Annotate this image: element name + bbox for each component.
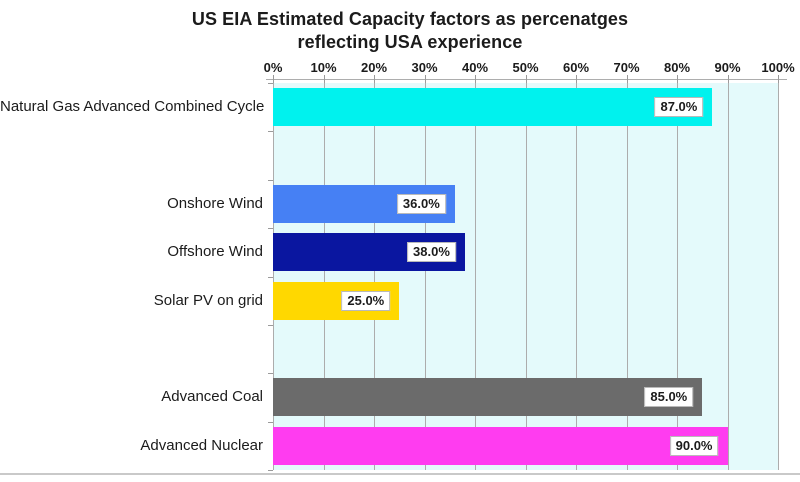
value-label-natural-gas-advanced-combined-cycle: 87.0% [654,97,704,118]
x-tick-label-100: 100% [761,60,795,75]
plot-area [273,83,779,470]
chart-title-line2: reflecting USA experience [297,32,523,52]
x-tick-label-50: 50% [512,60,539,75]
gridline-70 [627,83,628,470]
gridline-90 [728,83,729,470]
y-tick-mark [268,228,273,230]
gridline-80 [677,83,678,470]
x-tick-mark [424,75,426,84]
x-tick-mark [778,75,779,84]
x-tick-mark [626,75,628,84]
x-tick-label-80: 80% [663,60,691,75]
x-tick-mark [374,75,375,84]
x-tick-mark [576,75,577,84]
gridline-0 [273,83,274,470]
bar-advanced-coal [273,378,703,417]
x-tick-mark [727,75,729,84]
value-label-offshore-wind: 38.0% [407,242,456,263]
gridline-40 [475,83,476,470]
x-tick-label-90: 90% [714,60,741,75]
x-tick-label-0: 0% [263,60,283,75]
x-tick-label-10: 10% [310,60,337,75]
y-tick-mark [268,470,273,471]
x-tick-mark [273,75,274,84]
bar-natural-gas-advanced-combined-cycle [273,88,713,127]
x-tick-label-70: 70% [613,60,640,75]
x-tick-mark [475,75,476,84]
value-label-advanced-nuclear: 90.0% [669,435,719,456]
y-tick-mark [268,373,273,375]
y-tick-mark [268,131,273,133]
x-tick-label-60: 60% [562,60,590,75]
category-label-natural-gas-advanced-combined-cycle: Natural Gas Advanced Combined Cycle [0,98,265,116]
category-label-offshore-wind: Offshore Wind [167,243,263,261]
x-tick-label-20: 20% [360,60,388,75]
gridline-10 [324,83,325,470]
bar-advanced-nuclear [273,426,728,465]
x-axis-line [266,79,787,80]
value-label-onshore-wind: 36.0% [396,193,446,214]
y-tick-mark [268,179,273,181]
gridline-20 [374,83,375,470]
chart-title-line1: US EIA Estimated Capacity factors as per… [191,9,629,29]
x-tick-mark [323,75,325,84]
y-tick-mark [268,83,273,84]
chart-title: US EIA Estimated Capacity factors as per… [0,8,800,54]
y-tick-mark [268,276,273,278]
y-tick-mark [268,324,273,326]
category-label-onshore-wind: Onshore Wind [167,194,263,212]
category-label-advanced-nuclear: Advanced Nuclear [140,436,263,454]
gridline-30 [425,83,426,470]
y-tick-mark [268,421,273,423]
bottom-divider [0,473,800,475]
gridline-100 [778,83,779,470]
category-label-solar-pv-on-grid: Solar PV on grid [153,291,263,309]
value-label-advanced-coal: 85.0% [644,387,694,408]
x-tick-mark [525,75,527,84]
x-tick-label-30: 30% [411,60,438,75]
gridline-60 [576,83,577,470]
value-label-solar-pv-on-grid: 25.0% [341,290,391,311]
gridline-50 [526,83,527,470]
category-label-advanced-coal: Advanced Coal [161,388,263,406]
x-tick-mark [677,75,678,84]
x-tick-label-40: 40% [461,60,489,75]
